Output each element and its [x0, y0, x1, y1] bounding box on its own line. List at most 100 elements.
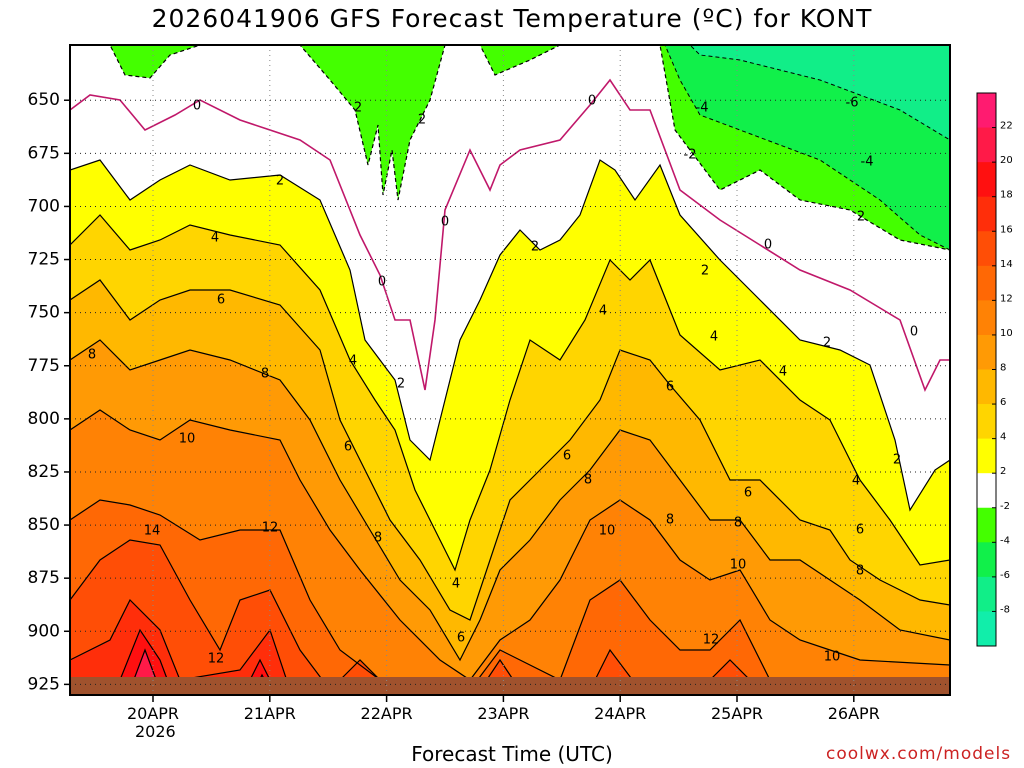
y-tick-label-875: 875	[28, 568, 60, 588]
colorbar-label-16: 16	[1000, 224, 1013, 235]
colorbar-label--8: -8	[1000, 604, 1010, 615]
contour-label-0: 0	[193, 99, 201, 114]
chart-title: 2026041906 GFS Forecast Temperature (ºC)…	[151, 4, 873, 33]
colorbar-band-12	[977, 265, 996, 301]
contour-label--2: -2	[684, 148, 697, 163]
isotherm-line-2	[70, 159, 950, 512]
colorbar-label-8: 8	[1000, 363, 1006, 374]
contour-label-8: 8	[88, 348, 96, 363]
contour-label-8: 8	[584, 473, 592, 488]
contour-label-4: 4	[710, 330, 718, 345]
contour-label-6: 6	[666, 380, 674, 395]
contour-label-6: 6	[856, 523, 864, 538]
y-axis: 650 675 700 725 750 775 800 825 850 875 900 925	[28, 90, 70, 694]
y-tick-label-850: 850	[28, 515, 60, 535]
contour-label-0: 0	[764, 238, 772, 253]
y-tick-label-650: 650	[28, 90, 60, 110]
y-tick-label-775: 775	[28, 356, 60, 376]
contour-label-4: 4	[211, 231, 219, 246]
contour-label-6: 6	[344, 440, 352, 455]
contour-label-2: 2	[823, 336, 831, 351]
isotherm-line-16	[70, 598, 313, 695]
temperature-field	[70, 45, 950, 695]
contour-label--4: -4	[861, 155, 874, 170]
contour-label-6: 6	[217, 293, 225, 308]
colorbar-band--4	[977, 507, 996, 543]
contour-label-12: 12	[703, 633, 720, 648]
contour-label-10: 10	[599, 524, 616, 539]
y-tick-label-750: 750	[28, 303, 60, 323]
colorbar-label-4: 4	[1000, 432, 1006, 443]
colorbar-band-14	[977, 231, 996, 267]
x-year-label: 2026	[135, 722, 176, 741]
colorbar-label-20: 20	[1000, 155, 1013, 166]
y-tick-label-700: 700	[28, 196, 60, 216]
colorbar-label--2: -2	[1000, 501, 1010, 512]
colorbar-band-18	[977, 162, 996, 198]
colorbar-band-4	[977, 404, 996, 440]
x-tick-label-21APR: 21APR	[244, 704, 296, 723]
isotherm-line--2	[70, 45, 950, 251]
contour-label--4: -4	[696, 101, 709, 116]
contour-label-0: 0	[441, 215, 449, 230]
contour-label-4: 4	[452, 577, 460, 592]
contour-label-8: 8	[734, 516, 742, 531]
contour-label-4: 4	[852, 474, 860, 489]
y-tick-label-900: 900	[28, 621, 60, 641]
colorbar-label-18: 18	[1000, 190, 1013, 201]
contour-label-10: 10	[179, 432, 196, 447]
colorbar-band-22	[977, 93, 996, 129]
colorbar-band-6	[977, 369, 996, 405]
colorbar-label-12: 12	[1000, 293, 1013, 304]
contour-label-2: 2	[893, 453, 901, 468]
contour-label-8: 8	[856, 564, 864, 579]
x-tick-label-25APR: 25APR	[711, 704, 763, 723]
colorbar-label--4: -4	[1000, 535, 1010, 546]
colorbar-label--6: -6	[1000, 570, 1010, 581]
contour-label-2: 2	[276, 174, 284, 189]
x-tick-label-23APR: 23APR	[477, 704, 529, 723]
colorbar-band-20	[977, 127, 996, 163]
x-tick-label-24APR: 24APR	[594, 704, 646, 723]
y-tick-label-675: 675	[28, 143, 60, 163]
ground-surface	[70, 677, 950, 695]
contour-label--6: -6	[846, 96, 859, 111]
colorbar-band--8	[977, 576, 996, 612]
contour-label-2: 2	[397, 377, 405, 392]
x-axis: 20APR 21APR 22APR 23APR 24APR 25APR 26APR	[127, 695, 880, 723]
colorbar-label-22: 22	[1000, 121, 1013, 132]
contour-label-14: 14	[144, 524, 161, 539]
contour-label-6: 6	[744, 486, 752, 501]
credit-link[interactable]: coolwx.com/models	[826, 744, 1012, 764]
contour-label-12: 12	[262, 521, 279, 536]
colorbar-band-2	[977, 438, 996, 474]
contour-label-4: 4	[779, 365, 787, 380]
contour-label-8: 8	[261, 367, 269, 382]
y-tick-label-800: 800	[28, 409, 60, 429]
contour-label-4: 4	[349, 354, 357, 369]
colorbar-label-2: 2	[1000, 466, 1006, 477]
colorbar-band-8	[977, 334, 996, 370]
colorbar-label-14: 14	[1000, 259, 1013, 270]
colorbar-band--2	[977, 473, 996, 509]
contour-label-2: 2	[354, 101, 362, 116]
x-tick-label-26APR: 26APR	[828, 704, 880, 723]
contour-label-0: 0	[588, 94, 596, 109]
y-tick-label-725: 725	[28, 250, 60, 270]
colorbar-band-10	[977, 300, 996, 336]
x-tick-label-22APR: 22APR	[361, 704, 413, 723]
x-tick-label-20APR: 20APR	[127, 704, 179, 723]
colorbar-band--10	[977, 611, 996, 647]
contour-label-12: 12	[208, 652, 225, 667]
contour-label-0: 0	[378, 275, 386, 290]
y-tick-label-825: 825	[28, 462, 60, 482]
contour-label-2: 2	[857, 210, 865, 225]
colorbar-band--6	[977, 542, 996, 578]
contour-label-8: 8	[666, 513, 674, 528]
contour-label-2: 2	[418, 113, 426, 128]
colorbar-band-16	[977, 196, 996, 232]
contour-label-6: 6	[563, 449, 571, 464]
colorbar: 22 20 18 16 14 12 10 8 6 4 2 -2 -4 -6 -8	[976, 92, 1013, 647]
